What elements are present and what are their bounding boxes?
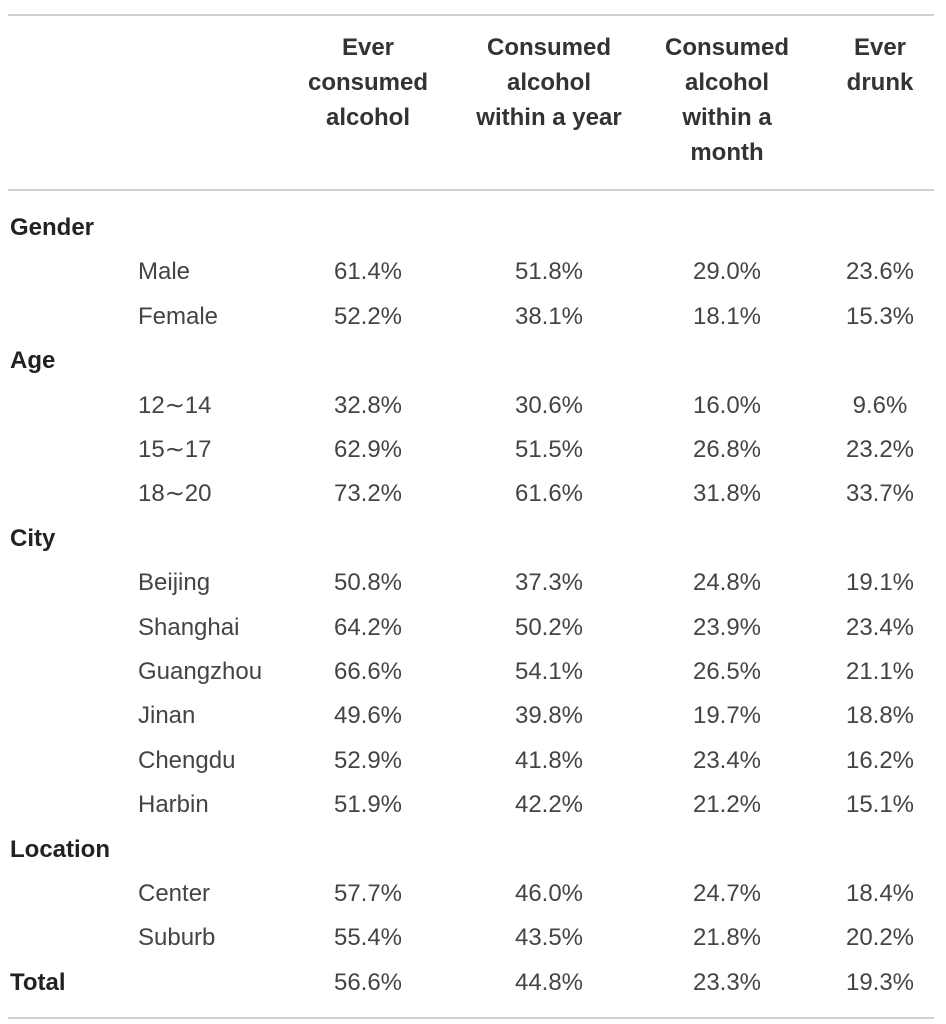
table-cell: 44.8% xyxy=(514,969,584,996)
table-cell: 55.4% xyxy=(333,924,403,951)
table-cell: 26.5% xyxy=(692,658,762,685)
table-cell: 33.7% xyxy=(845,480,915,507)
table-cell: 54.1% xyxy=(514,658,584,685)
table-cell: 51.8% xyxy=(514,258,584,285)
table-top-rule xyxy=(8,14,934,16)
group-label: Location xyxy=(10,836,110,863)
group-label: City xyxy=(10,525,56,552)
table-cell: 19.3% xyxy=(845,969,915,996)
row-label: 15∼17 xyxy=(138,436,212,463)
row-label: 18∼20 xyxy=(138,480,212,507)
table-cell: 52.2% xyxy=(333,303,403,330)
table-cell: 23.4% xyxy=(845,614,915,641)
table-cell: 62.9% xyxy=(333,436,403,463)
header-rule xyxy=(8,189,934,191)
table-cell: 49.6% xyxy=(333,702,403,729)
table-cell: 9.6% xyxy=(852,392,908,419)
row-label: Center xyxy=(138,880,211,907)
table-cell: 21.1% xyxy=(845,658,915,685)
table-cell: 50.2% xyxy=(514,614,584,641)
table-cell: 23.6% xyxy=(845,258,915,285)
row-label: Guangzhou xyxy=(138,658,263,685)
table-cell: 61.4% xyxy=(333,258,403,285)
table-cell: 21.8% xyxy=(692,924,762,951)
table-cell: 37.3% xyxy=(514,569,584,596)
table-cell: 24.8% xyxy=(692,569,762,596)
table-cell: 20.2% xyxy=(845,924,915,951)
row-label: Jinan xyxy=(138,702,196,729)
table-cell: 38.1% xyxy=(514,303,584,330)
col-header-consumed-month: Consumed alcohol within a month xyxy=(664,34,789,166)
table-cell: 16.0% xyxy=(692,392,762,419)
table-cell: 64.2% xyxy=(333,614,403,641)
table-cell: 30.6% xyxy=(514,392,584,419)
total-label: Total xyxy=(10,969,66,996)
table-cell: 42.2% xyxy=(514,791,584,818)
table-cell: 52.9% xyxy=(333,747,403,774)
table-bottom-rule xyxy=(8,1017,934,1019)
table-cell: 15.1% xyxy=(845,791,915,818)
row-label: Beijing xyxy=(138,569,211,596)
table-cell: 16.2% xyxy=(845,747,915,774)
col-header-ever-drunk: Ever drunk xyxy=(846,34,914,96)
table-cell: 51.9% xyxy=(333,791,403,818)
col-header-ever-consumed: Ever consumed alcohol xyxy=(307,34,429,131)
table-cell: 23.9% xyxy=(692,614,762,641)
row-label: Harbin xyxy=(138,791,209,818)
table-cell: 29.0% xyxy=(692,258,762,285)
table-cell: 19.1% xyxy=(845,569,915,596)
table-cell: 39.8% xyxy=(514,702,584,729)
table-cell: 23.3% xyxy=(692,969,762,996)
table-cell: 23.4% xyxy=(692,747,762,774)
group-label: Gender xyxy=(10,214,95,241)
table-cell: 66.6% xyxy=(333,658,403,685)
row-label: 12∼14 xyxy=(138,392,212,419)
table-cell: 18.8% xyxy=(845,702,915,729)
table-cell: 57.7% xyxy=(333,880,403,907)
table-cell: 19.7% xyxy=(692,702,762,729)
table-cell: 15.3% xyxy=(845,303,915,330)
table-cell: 24.7% xyxy=(692,880,762,907)
table-cell: 26.8% xyxy=(692,436,762,463)
table-cell: 46.0% xyxy=(514,880,584,907)
table-cell: 32.8% xyxy=(333,392,403,419)
table-cell: 18.1% xyxy=(692,303,762,330)
table-cell: 41.8% xyxy=(514,747,584,774)
table-cell: 50.8% xyxy=(333,569,403,596)
group-label: Age xyxy=(10,347,56,374)
row-label: Male xyxy=(138,258,191,285)
col-header-consumed-year: Consumed alcohol within a year xyxy=(476,34,622,131)
table-cell: 56.6% xyxy=(333,969,403,996)
table-cell: 21.2% xyxy=(692,791,762,818)
row-label: Female xyxy=(138,303,219,330)
row-label: Shanghai xyxy=(138,614,240,641)
table-cell: 43.5% xyxy=(514,924,584,951)
row-label: Chengdu xyxy=(138,747,236,774)
table-cell: 31.8% xyxy=(692,480,762,507)
table-cell: 61.6% xyxy=(514,480,584,507)
table-cell: 51.5% xyxy=(514,436,584,463)
table-cell: 23.2% xyxy=(845,436,915,463)
table-cell: 73.2% xyxy=(333,480,403,507)
row-label: Suburb xyxy=(138,924,216,951)
table-cell: 18.4% xyxy=(845,880,915,907)
